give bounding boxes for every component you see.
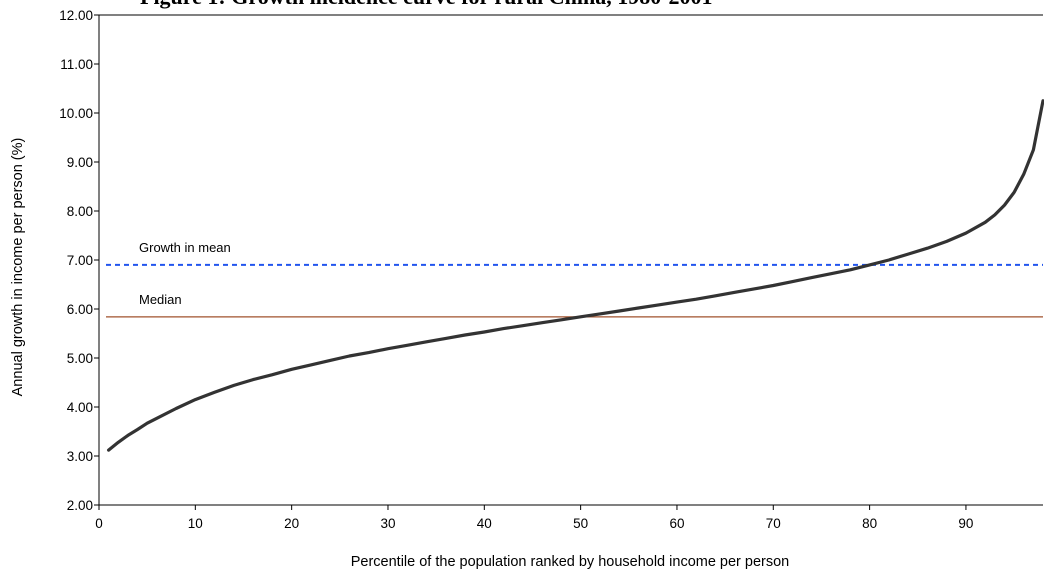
x-tick-label: 40 bbox=[477, 516, 492, 531]
y-tick-label: 8.00 bbox=[67, 204, 93, 219]
y-tick-label: 6.00 bbox=[67, 302, 93, 317]
x-tick-label: 60 bbox=[669, 516, 684, 531]
x-tick-label: 70 bbox=[766, 516, 781, 531]
y-tick-label: 3.00 bbox=[67, 449, 93, 464]
y-ticks: 2.00 3.00 4.00 5.00 6.00 7.00 8.00 9.00 10.00 11.… bbox=[59, 8, 99, 513]
y-tick-label: 2.00 bbox=[67, 498, 93, 513]
x-tick-label: 20 bbox=[284, 516, 299, 531]
x-axis-label: Percentile of the population ranked by h… bbox=[351, 554, 790, 570]
y-tick-label: 4.00 bbox=[67, 400, 93, 415]
x-tick-label: 50 bbox=[573, 516, 588, 531]
y-tick-label: 11.00 bbox=[60, 57, 93, 72]
y-tick-label: 10.00 bbox=[59, 106, 93, 121]
x-tick-label: 0 bbox=[95, 516, 103, 531]
median-label: Median bbox=[139, 292, 182, 307]
axes bbox=[98, 14, 1043, 506]
reference-lines: Growth in mean Median bbox=[106, 240, 1043, 318]
series-group bbox=[107, 99, 1044, 452]
x-tick-label: 90 bbox=[958, 516, 973, 531]
x-ticks: 0 10 20 30 40 50 60 70 80 90 bbox=[95, 505, 973, 531]
x-tick-label: 30 bbox=[380, 516, 395, 531]
y-tick-label: 5.00 bbox=[67, 351, 93, 366]
y-axis-label: Annual growth in income per person (%) bbox=[10, 138, 26, 397]
x-tick-label: 80 bbox=[862, 516, 877, 531]
y-tick-label: 9.00 bbox=[67, 155, 93, 170]
chart-title: Figure 1: Growth incidence curve for rur… bbox=[140, 0, 713, 9]
x-tick-label: 10 bbox=[188, 516, 203, 531]
y-tick-label: 7.00 bbox=[67, 253, 93, 268]
growth-in-mean-label: Growth in mean bbox=[139, 240, 231, 255]
y-tick-label: 12.00 bbox=[59, 8, 93, 23]
growth-incidence-curve bbox=[107, 99, 1044, 452]
